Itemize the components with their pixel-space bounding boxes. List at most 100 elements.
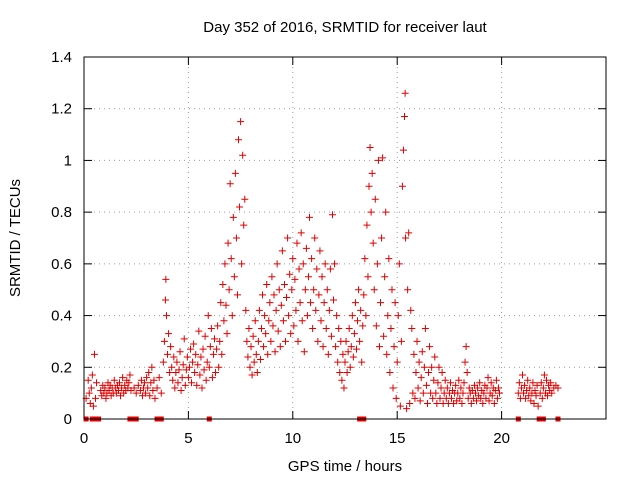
data-point bbox=[376, 299, 384, 307]
x-tick-label: 15 bbox=[389, 430, 406, 447]
data-point bbox=[384, 312, 392, 320]
data-point bbox=[263, 281, 271, 289]
data-point bbox=[474, 384, 482, 392]
data-point bbox=[455, 376, 463, 384]
data-point bbox=[526, 384, 534, 392]
data-point bbox=[87, 384, 95, 392]
data-point bbox=[281, 337, 289, 345]
data-point bbox=[221, 260, 229, 268]
y-tick-label: 1 bbox=[64, 152, 72, 169]
y-axis-label: SRMTID / TECUs bbox=[7, 179, 24, 297]
data-point bbox=[385, 255, 393, 263]
data-point bbox=[222, 301, 230, 309]
data-point bbox=[237, 118, 245, 126]
data-point bbox=[284, 234, 292, 242]
data-point bbox=[199, 345, 207, 353]
data-point bbox=[399, 146, 407, 154]
data-point bbox=[365, 182, 373, 190]
data-point bbox=[89, 402, 97, 410]
data-point bbox=[254, 337, 262, 345]
data-points bbox=[82, 89, 562, 413]
data-point bbox=[84, 376, 92, 384]
data-point bbox=[130, 384, 138, 392]
data-point bbox=[350, 330, 358, 338]
data-point bbox=[300, 348, 308, 356]
data-point bbox=[268, 273, 276, 281]
data-point bbox=[287, 330, 295, 338]
data-point bbox=[351, 299, 359, 307]
data-point bbox=[244, 353, 252, 361]
data-point bbox=[250, 358, 258, 366]
data-point bbox=[410, 350, 418, 358]
data-point bbox=[368, 169, 376, 177]
data-point bbox=[110, 376, 118, 384]
data-point bbox=[330, 296, 338, 304]
data-point bbox=[170, 353, 178, 361]
data-point bbox=[390, 343, 398, 351]
data-point bbox=[416, 397, 424, 405]
data-point bbox=[279, 317, 287, 325]
data-point bbox=[419, 389, 427, 397]
data-point bbox=[215, 363, 223, 371]
data-point bbox=[542, 376, 550, 384]
data-point bbox=[242, 306, 250, 314]
data-point bbox=[428, 363, 436, 371]
data-point bbox=[303, 312, 311, 320]
data-point bbox=[387, 325, 395, 332]
data-point bbox=[548, 389, 556, 397]
data-point bbox=[275, 286, 283, 294]
chart-title: Day 352 of 2016, SRMTID for receiver lau… bbox=[203, 19, 487, 36]
data-point bbox=[176, 348, 184, 356]
data-point bbox=[317, 317, 325, 325]
data-point bbox=[323, 286, 331, 294]
data-point bbox=[420, 363, 428, 371]
data-point bbox=[396, 402, 404, 410]
data-point bbox=[228, 312, 236, 320]
data-point bbox=[211, 335, 218, 343]
data-point bbox=[292, 306, 300, 314]
data-point bbox=[311, 234, 319, 242]
data-point bbox=[173, 358, 181, 366]
data-point bbox=[225, 286, 233, 294]
y-tick-label: 0.8 bbox=[51, 204, 72, 221]
data-point bbox=[380, 332, 388, 340]
data-point bbox=[309, 325, 317, 332]
data-point bbox=[143, 374, 151, 382]
data-point bbox=[318, 273, 326, 281]
data-point bbox=[480, 389, 488, 397]
data-point bbox=[223, 330, 231, 338]
data-point bbox=[403, 405, 411, 413]
data-point bbox=[422, 381, 430, 389]
data-point bbox=[235, 136, 243, 144]
data-point bbox=[93, 379, 101, 387]
data-point bbox=[544, 392, 552, 400]
data-point bbox=[132, 389, 140, 397]
data-point bbox=[209, 350, 217, 358]
data-point bbox=[167, 343, 175, 351]
data-point bbox=[460, 379, 468, 387]
data-point bbox=[195, 327, 203, 335]
data-point bbox=[343, 368, 351, 376]
y-tick-label: 0.6 bbox=[51, 256, 72, 273]
data-point bbox=[255, 306, 263, 314]
y-tick-label: 1.2 bbox=[51, 101, 72, 118]
data-point bbox=[179, 361, 187, 369]
data-point bbox=[398, 182, 406, 190]
data-point bbox=[216, 337, 224, 345]
y-tick-label: 0.2 bbox=[51, 359, 72, 376]
data-point bbox=[524, 376, 532, 384]
data-point bbox=[188, 379, 196, 387]
data-point bbox=[310, 286, 318, 294]
data-point bbox=[547, 379, 555, 387]
data-point bbox=[459, 389, 467, 397]
data-point bbox=[308, 255, 316, 263]
data-point bbox=[328, 211, 336, 219]
data-point bbox=[178, 374, 186, 382]
data-point bbox=[190, 340, 198, 348]
data-point bbox=[243, 337, 251, 345]
data-point bbox=[264, 350, 272, 358]
data-point bbox=[229, 213, 237, 221]
data-point bbox=[332, 343, 340, 351]
data-point bbox=[357, 306, 365, 314]
